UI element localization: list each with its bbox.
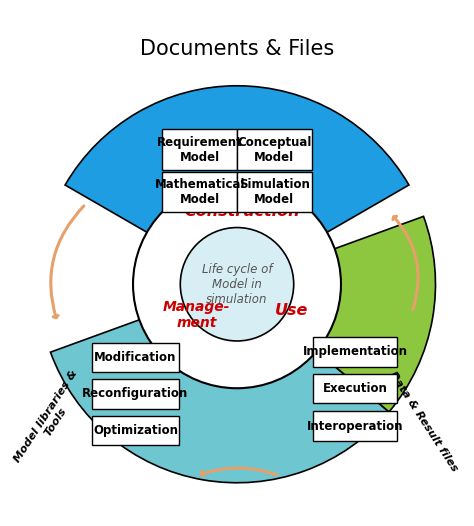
Wedge shape xyxy=(50,284,389,483)
Circle shape xyxy=(180,228,294,341)
FancyBboxPatch shape xyxy=(237,172,312,212)
Text: Optimization: Optimization xyxy=(93,424,178,437)
Text: Life cycle of
Model in
simulation: Life cycle of Model in simulation xyxy=(202,263,272,306)
Text: Execution: Execution xyxy=(323,382,388,394)
Wedge shape xyxy=(237,216,436,412)
Wedge shape xyxy=(65,86,409,284)
Text: Data & Result files: Data & Result files xyxy=(388,369,460,473)
Text: Mathematical
Model: Mathematical Model xyxy=(155,178,245,206)
Text: Requirement
Model: Requirement Model xyxy=(157,136,243,164)
FancyBboxPatch shape xyxy=(313,373,397,403)
Text: Use: Use xyxy=(274,303,308,318)
FancyBboxPatch shape xyxy=(91,379,179,409)
Text: Implementation: Implementation xyxy=(303,346,408,358)
Text: Documents & Files: Documents & Files xyxy=(140,38,334,58)
Text: Interoperation: Interoperation xyxy=(307,420,403,432)
FancyBboxPatch shape xyxy=(91,416,179,446)
FancyBboxPatch shape xyxy=(313,337,397,367)
Text: Construction: Construction xyxy=(184,204,300,218)
Text: Simulation
Model: Simulation Model xyxy=(239,178,310,206)
FancyBboxPatch shape xyxy=(162,172,237,212)
Text: Manage-
ment: Manage- ment xyxy=(163,300,230,330)
Text: Reconfiguration: Reconfiguration xyxy=(82,388,189,400)
FancyBboxPatch shape xyxy=(162,129,237,170)
Text: Model libraries &
Tools: Model libraries & Tools xyxy=(12,368,89,470)
Text: Conceptual
Model: Conceptual Model xyxy=(237,136,311,164)
Text: Modification: Modification xyxy=(94,351,177,364)
FancyBboxPatch shape xyxy=(313,411,397,441)
FancyBboxPatch shape xyxy=(91,343,179,372)
Circle shape xyxy=(133,180,341,388)
FancyBboxPatch shape xyxy=(237,129,312,170)
